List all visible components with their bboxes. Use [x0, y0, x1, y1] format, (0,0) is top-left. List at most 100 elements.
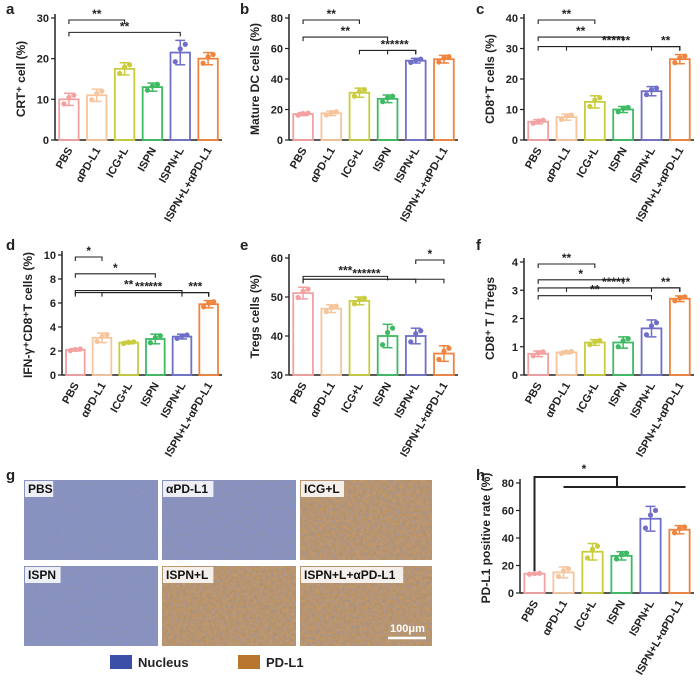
significance-bracket — [537, 19, 596, 24]
significance-bracket — [533, 476, 618, 571]
data-point — [642, 525, 649, 531]
data-point — [676, 525, 683, 532]
data-point — [436, 59, 442, 65]
y-tick-label: 0 — [43, 135, 49, 147]
data-point — [408, 59, 414, 66]
significance-bracket — [68, 19, 126, 24]
data-point — [157, 333, 163, 339]
y-axis-label: Mature DC cells (%) — [248, 23, 262, 135]
data-point — [67, 348, 73, 354]
y-tick-label: 50 — [271, 292, 283, 304]
data-point — [555, 573, 562, 580]
y-axis-label: CD8⁺T cells (%) — [483, 34, 497, 124]
data-point — [530, 120, 536, 126]
y-tick-label: 40 — [271, 331, 283, 343]
data-point — [389, 93, 396, 99]
data-point — [653, 320, 660, 326]
x-tick-label: ISPN — [605, 598, 628, 626]
x-tick-label: ICG+L — [104, 145, 131, 180]
panel-letter-d: d — [6, 237, 15, 254]
data-point — [295, 112, 301, 118]
data-point — [535, 118, 541, 124]
data-point — [615, 344, 621, 350]
significance-label: ** — [562, 7, 572, 21]
panel-letter-f: f — [476, 237, 482, 254]
data-point — [535, 350, 541, 356]
data-point — [648, 87, 655, 93]
significance-bracket — [537, 36, 624, 42]
y-axis-label: PD-L1 positive rate (%) — [479, 473, 493, 604]
micrograph-caption-bg — [163, 567, 214, 583]
panel-letter-g: g — [6, 467, 15, 484]
y-tick-label: 20 — [506, 74, 518, 86]
data-point — [587, 103, 593, 110]
data-point — [563, 113, 570, 119]
data-point — [361, 295, 368, 301]
panel-letter-h: h — [476, 467, 485, 484]
micrograph-caption: ICG+L — [304, 482, 340, 496]
significance-label: ** — [341, 24, 351, 38]
bar-f-2 — [584, 341, 606, 376]
data-point — [540, 349, 546, 355]
data-point — [446, 345, 452, 351]
data-point — [72, 346, 78, 353]
x-tick-label: ISPN — [607, 145, 630, 173]
x-tick-label: αPD-L1 — [543, 381, 573, 420]
data-point — [652, 507, 659, 513]
x-tick-label: ISPN+L — [157, 145, 187, 185]
x-tick-label: ICG+L — [339, 145, 366, 180]
y-tick-label: 10 — [37, 94, 49, 106]
x-tick-label: ICG+L — [109, 380, 136, 415]
micrograph-caption: PBS — [28, 482, 53, 496]
bar-f-1 — [555, 351, 578, 376]
significance-label: *** — [395, 37, 409, 51]
y-tick-label: 60 — [271, 253, 283, 265]
y-tick-label: 3 — [512, 285, 518, 297]
significance-bracket — [415, 259, 445, 264]
y-tick-label: 4 — [512, 257, 519, 269]
significance-bracket — [537, 46, 681, 51]
data-point — [71, 92, 77, 98]
data-point — [648, 323, 655, 329]
bar-b-4 — [404, 59, 427, 141]
significance-label: ** — [124, 278, 134, 292]
y-tick-label: 0 — [512, 370, 518, 382]
data-point — [594, 543, 601, 549]
data-point — [323, 112, 329, 118]
y-axis-label: IFN-γ⁺CD8⁺T cells (%) — [21, 252, 35, 378]
micrograph-tile: ICG+L — [300, 480, 432, 560]
y-tick-label: 4 — [50, 322, 57, 334]
significance-label: * — [113, 261, 118, 275]
y-tick-label: 40 — [502, 533, 514, 545]
x-tick-label: αPD-L1 — [74, 146, 104, 185]
data-point — [677, 55, 683, 61]
x-tick-label: ISPN — [607, 380, 630, 408]
data-point — [206, 300, 212, 306]
bar-b-1 — [320, 112, 343, 141]
bar-a-3 — [141, 86, 164, 141]
bar-f-5 — [669, 297, 691, 376]
data-point — [174, 335, 180, 341]
significance-label: ** — [92, 7, 102, 21]
data-point — [671, 530, 678, 536]
data-point — [379, 99, 386, 105]
significance-bracket — [537, 279, 624, 284]
micrograph-tile: αPD-L1 — [162, 480, 296, 560]
y-tick-label: 2 — [50, 346, 56, 358]
micrograph-tile: ISPN — [24, 566, 158, 646]
data-point — [300, 111, 306, 117]
data-point — [647, 512, 654, 518]
micrograph-caption: ISPN+L+αPD-L1 — [304, 568, 396, 582]
legend-swatch-nucleus — [110, 655, 132, 669]
data-point — [623, 550, 630, 556]
data-point — [182, 41, 188, 47]
data-point — [526, 571, 533, 577]
significance-label: *** — [188, 280, 202, 294]
data-point — [172, 59, 178, 65]
data-point — [620, 338, 626, 344]
bar-b-3 — [376, 97, 399, 141]
